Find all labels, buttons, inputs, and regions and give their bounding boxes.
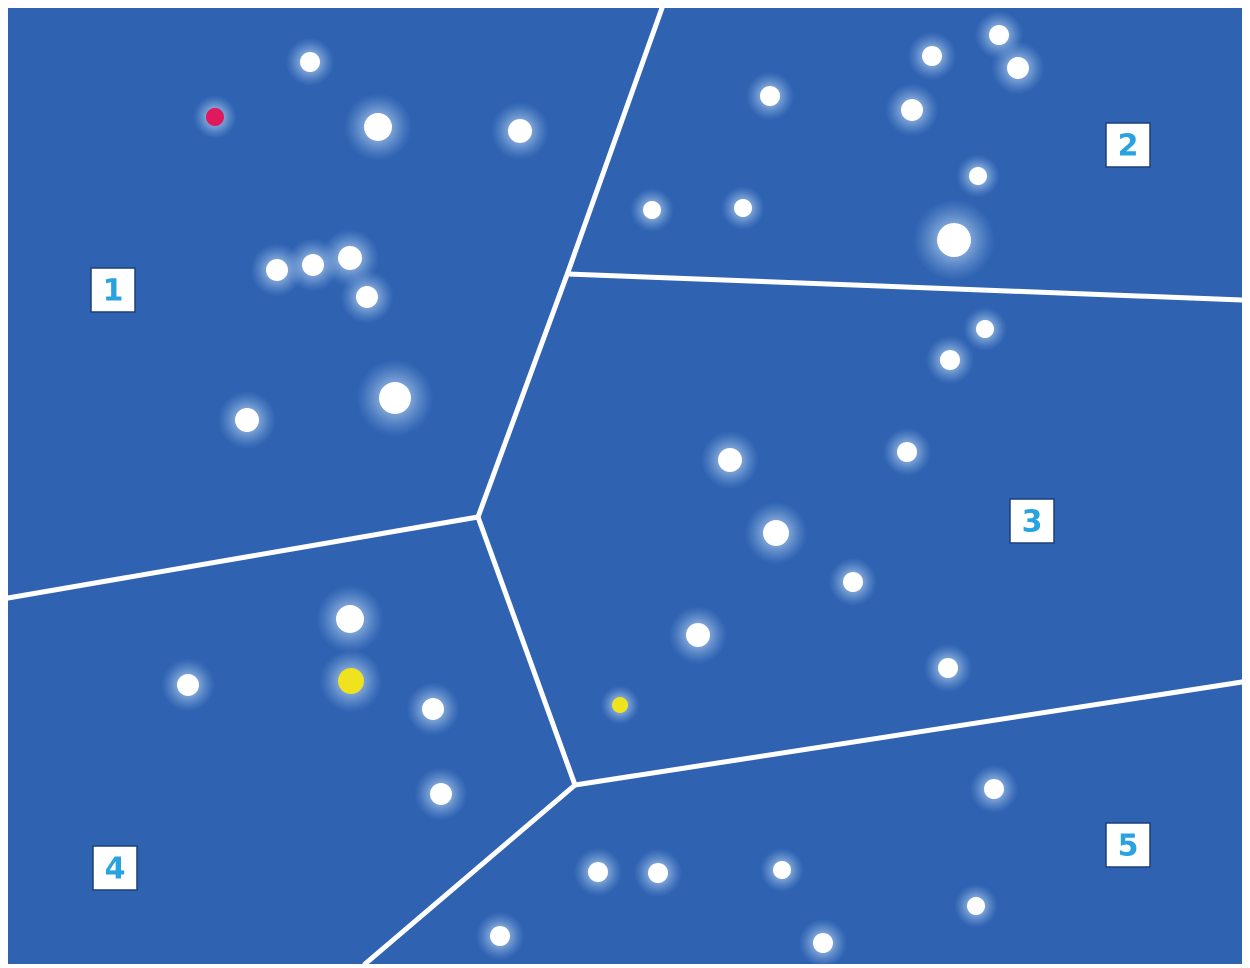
star [643,201,661,219]
star [206,108,224,126]
region-label: 4 [105,852,126,887]
boundary [572,679,1245,788]
star [1007,57,1029,79]
star [984,779,1004,799]
star [967,897,985,915]
star [922,46,942,66]
star [422,698,444,720]
region-label: 3 [1022,505,1043,540]
star [490,926,510,946]
label-box [1009,498,1055,544]
star [763,520,789,546]
star [302,254,324,276]
star [430,783,452,805]
star [897,442,917,462]
label-box [1105,122,1151,168]
star [379,382,411,414]
star [508,119,532,143]
star [989,25,1009,45]
boundary [362,782,578,967]
star [300,52,320,72]
region-labels: 1 2 3 4 5 [90,122,1151,891]
star [734,199,752,217]
star [612,697,628,713]
star [969,167,987,185]
star [266,259,288,281]
star [938,658,958,678]
star [336,605,364,633]
label-box [92,845,138,891]
star [940,350,960,370]
star [760,86,780,106]
star [773,861,791,879]
star [686,623,710,647]
star [356,286,378,308]
star [648,863,668,883]
star [718,448,742,472]
label-box [90,267,136,313]
star [588,862,608,882]
star [364,113,392,141]
boundary [475,514,578,788]
region-label: 5 [1118,829,1139,864]
boundary [565,271,1245,303]
star [976,320,994,338]
star [338,668,364,694]
region-label: 2 [1118,129,1139,164]
star [901,99,923,121]
star [843,572,863,592]
label-box [1105,822,1151,868]
star [338,246,362,270]
sky [8,8,1242,964]
star [813,933,833,953]
stars [161,11,1045,967]
star [235,408,259,432]
boundary [5,514,481,601]
star [177,674,199,696]
boundaries [5,5,1245,967]
region-label: 1 [103,274,124,309]
star [937,223,971,257]
